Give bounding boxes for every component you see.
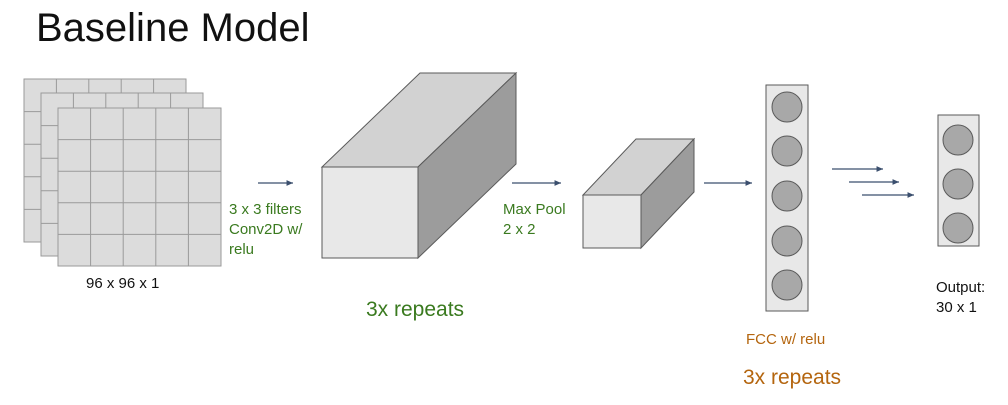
conv-block xyxy=(320,71,518,260)
output-node xyxy=(942,212,974,244)
conv-repeats-label: 3x repeats xyxy=(366,298,465,321)
pool-label-line: Max Pool xyxy=(503,201,566,218)
fcc-label: FCC w/ relu xyxy=(746,331,826,348)
pool-label-line: 2 x 2 xyxy=(503,221,536,238)
input-image-stack xyxy=(23,78,222,267)
fcc-node xyxy=(771,91,803,123)
arrows-fcc-to-output xyxy=(832,166,914,198)
output-layer xyxy=(937,114,980,247)
conv-label-line: Conv2D w/ xyxy=(229,221,303,238)
fcc-node xyxy=(771,269,803,301)
input-grid-front xyxy=(57,107,222,267)
fcc-node xyxy=(771,135,803,167)
conv-label: 3 x 3 filters Conv2D w/ relu xyxy=(229,200,302,260)
output-label-line: Output: xyxy=(936,279,986,296)
output-label-line: 30 x 1 xyxy=(936,299,977,316)
fcc-node xyxy=(771,180,803,212)
output-node xyxy=(942,124,974,156)
pool-label: Max Pool 2 x 2 xyxy=(503,200,566,240)
pool-block xyxy=(581,137,696,250)
page-title: Baseline Model xyxy=(36,6,310,50)
fcc-node xyxy=(771,225,803,257)
fcc-repeats-label: 3x repeats xyxy=(743,366,842,389)
conv-label-line: relu xyxy=(229,241,255,258)
fcc-layer xyxy=(765,84,809,312)
output-node xyxy=(942,168,974,200)
conv-label-line: 3 x 3 filters xyxy=(229,201,302,218)
input-size-label: 96 x 96 x 1 xyxy=(86,275,160,292)
output-label: Output: 30 x 1 xyxy=(936,278,985,318)
